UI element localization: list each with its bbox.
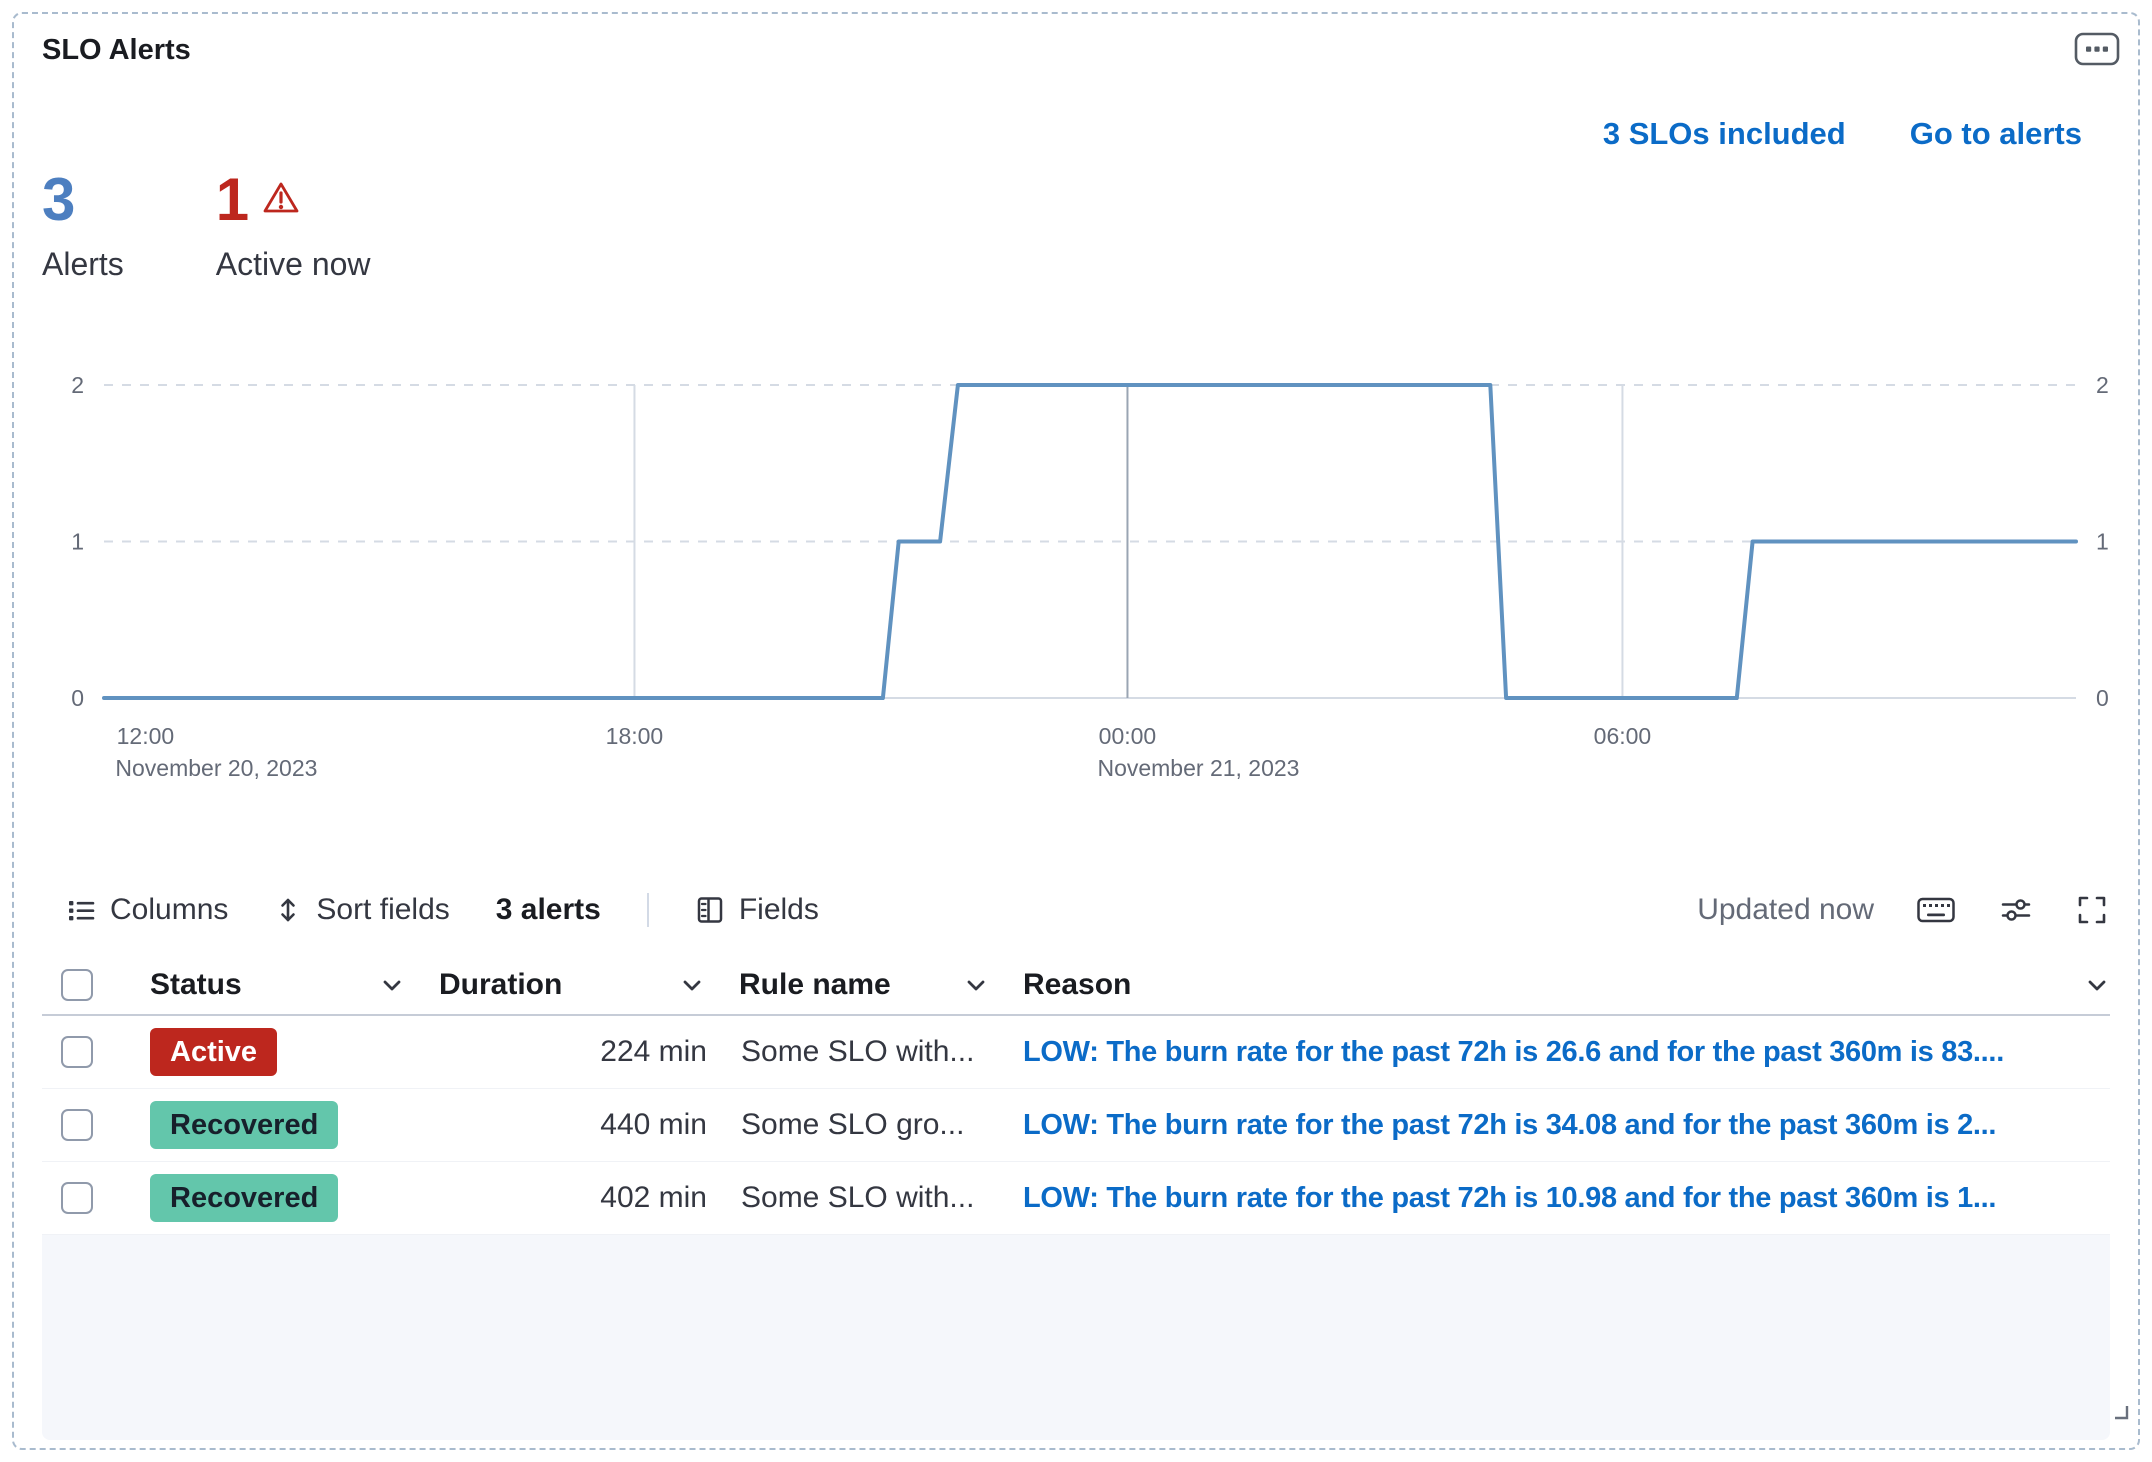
slos-included-link[interactable]: 3 SLOs included: [1602, 116, 1846, 151]
svg-text:12:00: 12:00: [117, 723, 175, 749]
alerts-total-label: Alerts: [42, 246, 124, 282]
reason-cell: LOW: The burn rate for the past 72h is 3…: [1023, 1108, 2110, 1142]
row-checkbox[interactable]: [61, 1109, 93, 1141]
chevron-down-icon[interactable]: [679, 972, 705, 998]
table-row: Active 224 min Some SLO with... LOW: The…: [42, 1016, 2110, 1089]
toolbar-right: Updated now: [1697, 892, 2110, 928]
active-now-stat: 1 Active now: [216, 170, 371, 283]
rule-name-cell: Some SLO with...: [741, 1035, 975, 1068]
status-badge: Active: [150, 1027, 278, 1077]
sort-fields-label: Sort fields: [316, 893, 450, 926]
toolbar-divider: [646, 893, 649, 927]
table-row: Recovered 440 min Some SLO gro... LOW: T…: [42, 1089, 2110, 1162]
duration-cell: 224 min: [600, 1035, 707, 1068]
fullscreen-button[interactable]: [2074, 892, 2110, 928]
sliders-icon: [2001, 899, 2031, 921]
row-checkbox-cell: [42, 1109, 146, 1141]
go-to-alerts-link[interactable]: Go to alerts: [1909, 116, 2082, 151]
alerts-timeline-chart: 0 0 1 1 2 2 12:00 November 20, 2023 18:00 00:00 No…: [42, 372, 2110, 786]
select-all-checkbox[interactable]: [61, 969, 93, 1001]
active-now-number: 1: [215, 166, 250, 233]
row-checkbox-cell: [42, 1182, 146, 1214]
grid-empty-area: [42, 1235, 2110, 1440]
panel-title: SLO Alerts: [42, 34, 191, 66]
keyboard-shortcuts-button[interactable]: [1914, 893, 1958, 927]
status-badge: Recovered: [150, 1100, 339, 1150]
fields-button[interactable]: Fields: [695, 893, 819, 927]
svg-text:06:00: 06:00: [1594, 723, 1652, 749]
active-now-value: 1: [216, 170, 371, 230]
svg-text:2: 2: [71, 374, 84, 398]
reason-link[interactable]: LOW: The burn rate for the past 72h is 1…: [1023, 1182, 1997, 1214]
chevron-down-icon[interactable]: [2084, 972, 2110, 998]
column-header-duration[interactable]: Duration: [439, 956, 739, 1014]
column-header-status[interactable]: Status: [146, 956, 439, 1014]
sort-fields-button[interactable]: Sort fields: [274, 893, 450, 927]
panel-links: 3 SLOs included Go to alerts: [1603, 116, 2082, 152]
chevron-down-icon[interactable]: [379, 972, 405, 998]
table-row: Recovered 402 min Some SLO with... LOW: …: [42, 1162, 2110, 1235]
columns-button[interactable]: Columns: [66, 893, 228, 927]
alert-count-label: 3 alerts: [495, 893, 601, 926]
status-badge: Recovered: [150, 1173, 339, 1223]
svg-text:0: 0: [71, 685, 84, 711]
fields-panel-icon: [697, 897, 723, 923]
keyboard-icon: [1917, 897, 1955, 923]
toolbar-left: Columns Sort fields 3 alerts: [66, 893, 819, 927]
duration-column-label: Duration: [439, 968, 563, 1001]
fields-label: Fields: [738, 893, 819, 926]
svg-text:0: 0: [2096, 685, 2109, 711]
alerts-total-value: 3: [42, 166, 76, 233]
alerts-table: Status Duration Rule name Reason Active: [42, 956, 2110, 1440]
duration-cell: 440 min: [600, 1108, 707, 1141]
list-icon: [69, 901, 95, 921]
reason-link[interactable]: LOW: The burn rate for the past 72h is 3…: [1023, 1109, 1997, 1141]
slo-alerts-panel: SLO Alerts 3 SLOs included Go to alerts …: [12, 12, 2140, 1450]
svg-text:1: 1: [2096, 529, 2109, 555]
svg-text:1: 1: [71, 529, 84, 555]
chevron-down-icon[interactable]: [963, 972, 989, 998]
rule-name-column-label: Rule name: [739, 968, 891, 1001]
svg-text:November 20, 2023: November 20, 2023: [115, 755, 317, 781]
column-header-reason[interactable]: Reason: [1023, 956, 2110, 1014]
grid-toolbar: Columns Sort fields 3 alerts: [42, 884, 2110, 936]
resize-corner-glyph: [2115, 1406, 2129, 1420]
table-header-row: Status Duration Rule name Reason: [42, 956, 2110, 1016]
status-column-label: Status: [150, 968, 242, 1001]
reason-cell: LOW: The burn rate for the past 72h is 2…: [1023, 1035, 2110, 1069]
boxes-horizontal-icon: [2074, 32, 2120, 66]
status-cell: Active: [146, 1027, 439, 1077]
select-all-cell: [42, 956, 146, 1014]
row-checkbox[interactable]: [61, 1036, 93, 1068]
stats-row: 3 Alerts 1 Active now: [42, 170, 371, 283]
svg-text:2: 2: [2096, 374, 2109, 398]
svg-text:November 21, 2023: November 21, 2023: [1097, 755, 1299, 781]
rule-name-cell: Some SLO with...: [741, 1181, 975, 1214]
up-down-arrow-icon: [281, 898, 296, 922]
resize-corner-icon[interactable]: [2110, 1401, 2132, 1428]
reason-cell: LOW: The burn rate for the past 72h is 1…: [1023, 1181, 2110, 1215]
alerts-chart-svg: 0 0 1 1 2 2 12:00 November 20, 2023 18:00 00:00 No…: [71, 372, 2109, 781]
active-now-label: Active now: [215, 246, 371, 282]
row-checkbox-cell: [42, 1036, 146, 1068]
panel-options-button[interactable]: [2070, 28, 2124, 73]
display-options-button[interactable]: [1998, 893, 2034, 927]
reason-column-label: Reason: [1023, 968, 1132, 1001]
rule-name-cell: Some SLO gro...: [741, 1108, 965, 1141]
reason-link[interactable]: LOW: The burn rate for the past 72h is 2…: [1023, 1036, 2004, 1068]
svg-text:18:00: 18:00: [606, 723, 664, 749]
alerts-total-stat: 3 Alerts: [42, 170, 124, 283]
duration-cell: 402 min: [600, 1181, 707, 1214]
status-cell: Recovered: [146, 1100, 439, 1150]
status-cell: Recovered: [146, 1173, 439, 1223]
fullscreen-corners-icon: [2078, 896, 2106, 924]
svg-text:00:00: 00:00: [1099, 723, 1157, 749]
warning-triangle-icon: [263, 182, 299, 213]
updated-status: Updated now: [1697, 893, 1874, 926]
column-header-rule-name[interactable]: Rule name: [739, 956, 1023, 1014]
row-checkbox[interactable]: [61, 1182, 93, 1214]
columns-label: Columns: [110, 893, 229, 926]
